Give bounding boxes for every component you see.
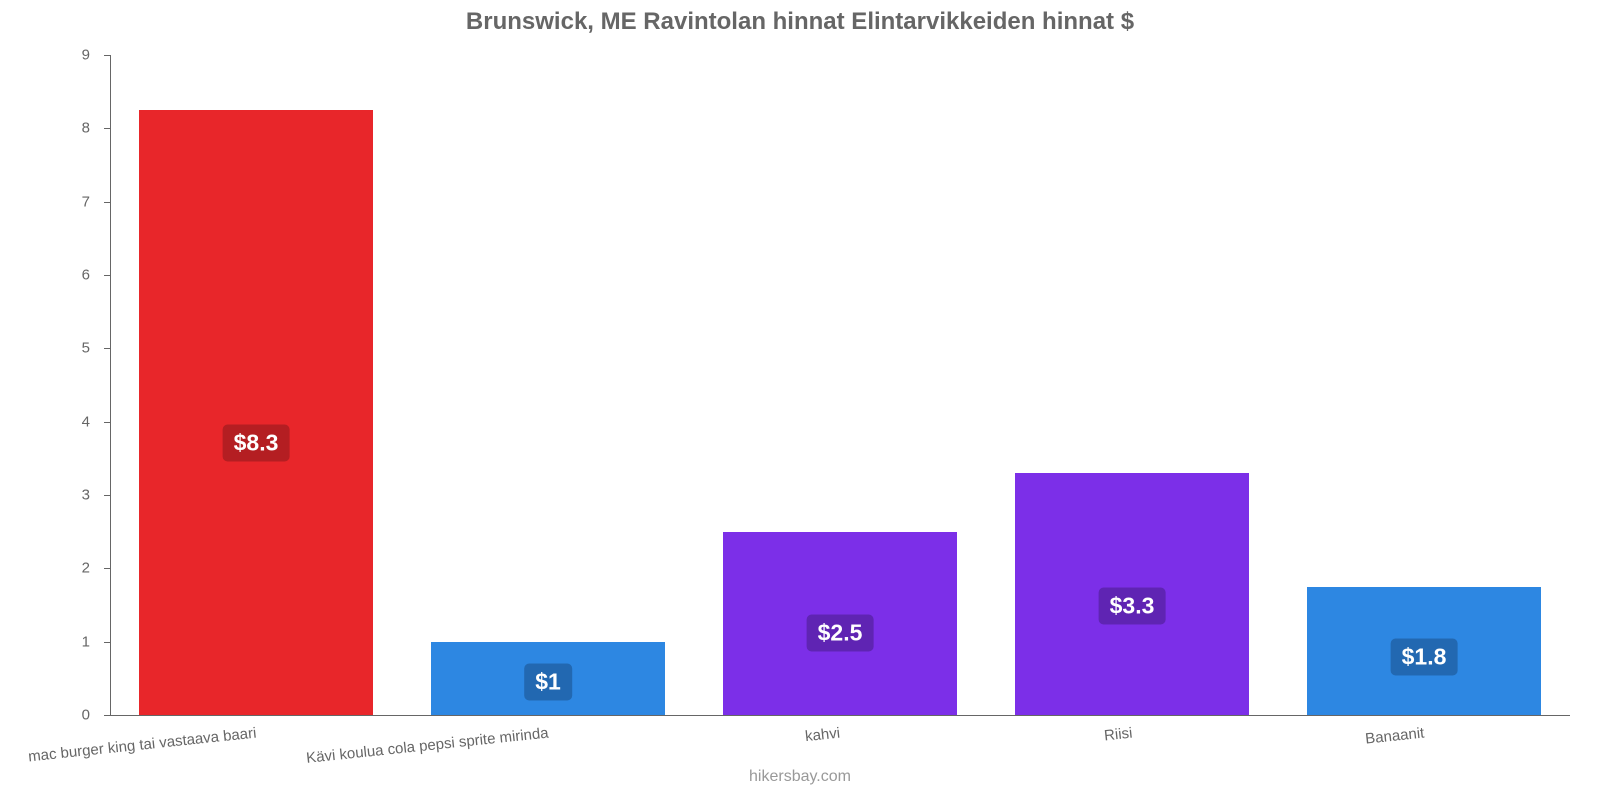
x-tick-label: Riisi [1103,725,1133,745]
y-tick-label: 2 [60,560,100,577]
y-tick-mark [104,348,110,349]
x-tick-label: Kävi koulua cola pepsi sprite mirinda [305,725,549,767]
y-tick-label: 9 [60,47,100,64]
bar-value-badge: $2.5 [807,614,874,651]
y-tick-label: 7 [60,193,100,210]
y-tick-label: 8 [60,120,100,137]
price-chart: Brunswick, ME Ravintolan hinnat Elintarv… [0,0,1600,800]
x-tick-label: mac burger king tai vastaava baari [27,725,257,766]
y-tick-mark [104,642,110,643]
y-tick-mark [104,275,110,276]
chart-title: Brunswick, ME Ravintolan hinnat Elintarv… [0,8,1600,36]
x-axis [110,715,1570,716]
y-tick-mark [104,422,110,423]
bar-value-badge: $8.3 [223,424,290,461]
y-tick-mark [104,495,110,496]
y-tick-mark [104,55,110,56]
bar-value-badge: $1.8 [1391,639,1458,676]
y-tick-mark [104,715,110,716]
y-tick-label: 0 [60,707,100,724]
bar [139,110,373,715]
plot-area: 0123456789$8.3mac burger king tai vastaa… [110,55,1570,715]
bar-value-badge: $1 [524,664,572,701]
x-tick-label: kahvi [804,725,841,746]
y-tick-label: 1 [60,633,100,650]
y-tick-mark [104,128,110,129]
bar-value-badge: $3.3 [1099,588,1166,625]
y-tick-label: 3 [60,487,100,504]
y-tick-label: 4 [60,413,100,430]
y-axis [110,55,111,715]
credit-text: hikersbay.com [0,768,1600,786]
y-tick-mark [104,568,110,569]
y-tick-mark [104,202,110,203]
y-tick-label: 5 [60,340,100,357]
x-tick-label: Banaanit [1364,725,1425,748]
y-tick-label: 6 [60,267,100,284]
